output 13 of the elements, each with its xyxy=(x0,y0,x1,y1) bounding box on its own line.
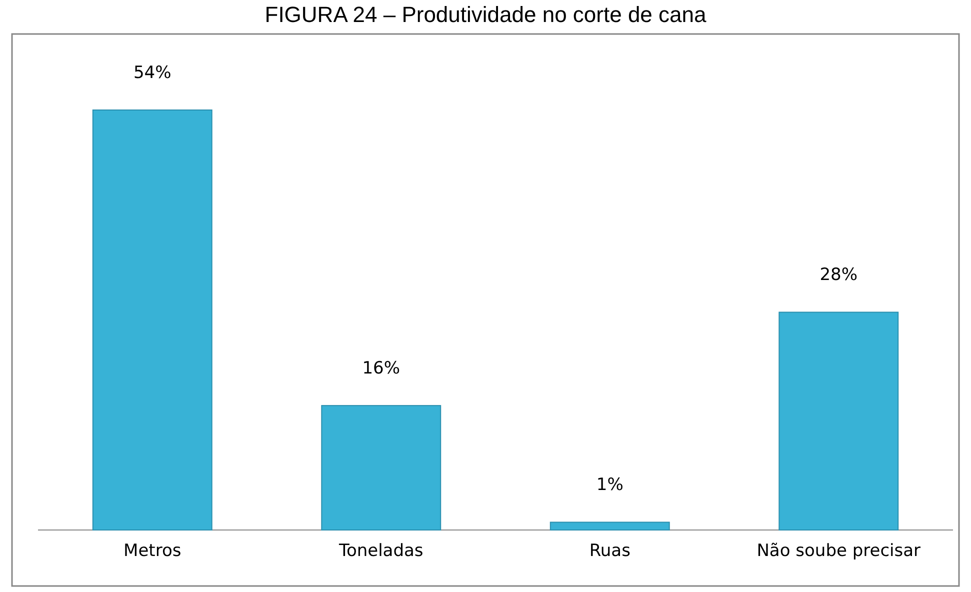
data-label: 28% xyxy=(820,265,858,286)
chart-title: FIGURA 24 – Produtividade no corte de cana xyxy=(264,2,708,27)
x-tick-label: Toneladas xyxy=(338,541,424,562)
bar xyxy=(550,522,670,530)
x-tick-label: Não soube precisar xyxy=(756,541,921,562)
bar xyxy=(321,405,442,530)
bar xyxy=(778,312,899,530)
data-label: 1% xyxy=(596,475,624,496)
bar xyxy=(92,110,212,530)
data-label: 16% xyxy=(362,358,400,379)
x-tick-label: Ruas xyxy=(589,541,631,562)
data-label: 54% xyxy=(133,63,172,83)
x-tick-label: Metros xyxy=(124,541,182,562)
